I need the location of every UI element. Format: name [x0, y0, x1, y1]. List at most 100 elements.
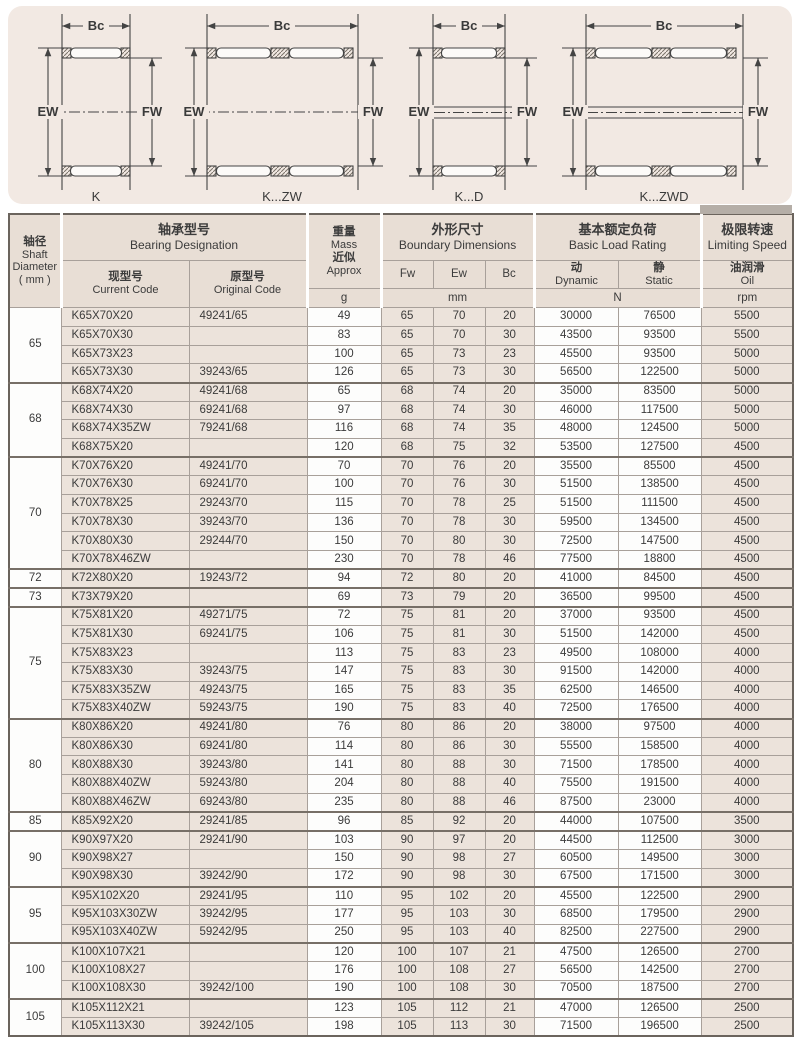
cell-dynamic-load: 62500: [533, 680, 619, 701]
cell-mass: 103: [306, 829, 382, 850]
cell-limiting-speed: 5000: [700, 344, 794, 365]
header-approx-cn: 近似: [332, 251, 356, 264]
cell-limiting-speed: 5500: [700, 307, 794, 328]
cell-original-code: [188, 550, 308, 570]
cell-limiting-speed: 4000: [700, 774, 794, 794]
cell-mass: 69: [306, 586, 382, 608]
cell-mass: 123: [306, 997, 382, 1018]
header-static-cn: 静: [653, 261, 665, 274]
cell-fw: 80: [380, 736, 434, 757]
cell-limiting-speed: 2500: [700, 997, 794, 1018]
cell-dynamic-load: 75500: [533, 774, 619, 794]
cell-limiting-speed: 4500: [700, 586, 794, 608]
cell-bc: 20: [484, 605, 535, 626]
dim-label-bc: Bc: [656, 18, 673, 33]
cell-current-code: K70X78X30: [60, 512, 190, 533]
cell-original-code: [188, 848, 308, 869]
cell-shaft-diameter: 105: [8, 997, 62, 1037]
cell-fw: 75: [380, 605, 434, 626]
diagram-caption-kzwd: K...ZWD: [639, 189, 688, 204]
cell-shaft-diameter: 72: [8, 568, 62, 589]
cell-shaft-diameter: 75: [8, 605, 62, 720]
cell-shaft-diameter: 68: [8, 381, 62, 458]
cell-current-code: K70X76X30: [60, 475, 190, 496]
header-ew: Ew: [432, 259, 486, 290]
cell-bc: 25: [484, 494, 535, 514]
cell-bc: 30: [484, 363, 535, 384]
cell-dynamic-load: 51500: [533, 475, 619, 496]
cell-fw: 80: [380, 755, 434, 776]
cell-ew: 112: [432, 997, 486, 1018]
cell-fw: 105: [380, 997, 434, 1018]
cell-mass: 76: [306, 717, 382, 738]
cell-mass: 235: [306, 792, 382, 813]
cell-limiting-speed: 5000: [700, 400, 794, 421]
cell-original-code: 29243/70: [188, 494, 308, 514]
cell-shaft-diameter: 70: [8, 456, 62, 570]
header-original-en: Original Code: [213, 284, 282, 297]
cell-limiting-speed: 4500: [700, 568, 794, 589]
table-row: K90X98X30 39242/90 172 90 98 30 67500 171500 300…: [9, 867, 794, 888]
cell-fw: 95: [380, 885, 434, 906]
header-current-en: Current Code: [92, 284, 159, 297]
table-row: K80X88X46ZW 69243/80 235 80 88 46 87500 23000 40…: [9, 792, 794, 813]
table-row: K68X74X30 69241/68 97 68 74 30 46000 117500 5000: [9, 400, 794, 421]
cell-static-load: 176500: [617, 699, 702, 720]
cell-ew: 73: [432, 363, 486, 384]
table-row: 72 K72X80X20 19243/72 94 72 80 20 41000 84500 450…: [8, 568, 794, 589]
cell-bc: 27: [484, 848, 535, 869]
cell-current-code: K68X75X20: [60, 438, 190, 458]
cell-fw: 70: [380, 494, 434, 514]
bearing-diagram-kzwd: Bc EW FW K...ZWD: [557, 14, 773, 204]
cell-original-code: 69243/80: [188, 792, 308, 813]
cell-original-code: 29241/95: [188, 885, 308, 906]
header-static-en: Static: [645, 274, 673, 287]
header-designation-cn: 轴承型号: [158, 221, 211, 237]
cell-fw: 68: [380, 438, 434, 458]
cell-mass: 65: [306, 381, 382, 402]
cell-bc: 30: [484, 662, 535, 682]
bearing-diagram-kzw: Bc EW FW K...ZW: [179, 14, 389, 204]
cell-ew: 79: [432, 586, 486, 608]
cell-bc: 30: [484, 867, 535, 888]
cell-bc: 46: [484, 792, 535, 813]
header-load-en: Basic Load Rating: [568, 238, 667, 253]
cell-mass: 150: [306, 531, 382, 552]
cell-dynamic-load: 44500: [533, 829, 619, 850]
cell-static-load: 138500: [617, 475, 702, 496]
header-fw: Fw: [379, 259, 434, 290]
dim-label-fw: FW: [517, 104, 538, 119]
cell-fw: 70: [380, 475, 434, 496]
table-row: K100X108X30 39242/100 190 100 108 30 70500 1875…: [9, 979, 794, 1000]
cell-fw: 75: [380, 699, 434, 720]
table-row: K75X81X30 69241/75 106 75 81 30 51500 142000 450…: [9, 624, 794, 645]
cell-static-load: 227500: [617, 923, 702, 944]
cell-fw: 90: [380, 848, 434, 869]
cell-ew: 70: [432, 307, 486, 328]
cell-ew: 80: [432, 531, 486, 552]
cell-ew: 73: [432, 344, 486, 365]
cell-mass: 106: [306, 624, 382, 645]
bearing-diagram-kd: Bc EW FW K...D: [403, 14, 542, 204]
cell-original-code: 59243/80: [188, 774, 308, 794]
cell-current-code: K75X83X23: [60, 643, 190, 664]
cell-limiting-speed: 2900: [700, 904, 794, 925]
cell-limiting-speed: 4500: [700, 605, 794, 626]
cell-fw: 75: [380, 680, 434, 701]
table-row: K80X86X30 69241/80 114 80 86 30 55500 158500 400…: [9, 736, 794, 757]
cell-dynamic-load: 53500: [533, 438, 619, 458]
table-row: K68X74X35ZW 79241/68 116 68 74 35 48000 124500 5…: [9, 419, 794, 440]
cell-original-code: [188, 643, 308, 664]
dim-label-fw: FW: [142, 104, 163, 119]
cell-limiting-speed: 4000: [700, 680, 794, 701]
cell-fw: 90: [380, 867, 434, 888]
cell-dynamic-load: 47500: [533, 941, 619, 962]
header-shaft-en1: Shaft: [21, 248, 48, 261]
cell-ew: 107: [432, 941, 486, 962]
header-dynamic-cn: 动: [570, 261, 583, 274]
cell-limiting-speed: 4500: [700, 456, 794, 477]
cell-limiting-speed: 4000: [700, 662, 794, 682]
cell-dynamic-load: 47000: [533, 997, 619, 1018]
cell-ew: 92: [432, 811, 486, 832]
cell-original-code: 49241/80: [188, 717, 308, 738]
